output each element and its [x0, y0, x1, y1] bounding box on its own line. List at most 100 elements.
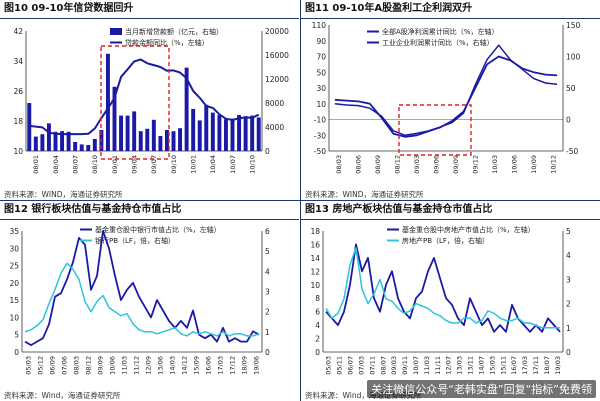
left-tick-label: 70	[316, 53, 326, 62]
x-tick-label: 09/01	[111, 155, 119, 174]
x-tick-label: 08/09	[374, 155, 382, 174]
bar	[158, 136, 163, 151]
bar	[119, 115, 124, 151]
x-tick-label: 08/03	[72, 356, 80, 375]
right-tick-label: 20000	[265, 27, 289, 36]
bar	[178, 128, 183, 151]
x-tick-label: 08/12	[394, 155, 402, 174]
left-tick-label: 10	[310, 281, 320, 290]
x-tick-label: 09/09	[452, 155, 460, 174]
x-tick-label: 15/11	[499, 356, 507, 375]
left-tick-label: 50	[316, 68, 326, 77]
panel-credit: 图10 09-10年信贷数据回升 10 18 26 34 42 0 4000 8000 1200…	[0, 0, 299, 200]
x-tick-label: 06/07	[347, 356, 355, 375]
x-tick-label: 10/09	[530, 155, 538, 174]
panel-profit: 图11 09-10年A股盈利工企利润双升 -50 -30 -10 10 30 50 70 90…	[301, 0, 600, 200]
right-tick-label: 4	[265, 267, 270, 276]
chart-title: 图10 09-10年信贷数据回升	[0, 0, 299, 19]
x-tick-label: 09/10	[170, 155, 178, 174]
x-tick-label: 18/07	[543, 356, 551, 375]
left-tick-label: 12	[310, 267, 320, 276]
x-tick-label: 16/07	[510, 356, 518, 375]
right-tick-label: 5	[265, 247, 270, 256]
bar	[191, 109, 196, 151]
x-tick-label: 08/07	[71, 155, 79, 174]
bar	[112, 86, 117, 151]
left-tick-label: 90	[316, 37, 326, 46]
x-tick-label: 05/03	[325, 356, 333, 375]
left-tick-label: 18	[310, 227, 320, 236]
source-note: 资料来源：WIND，海通证券研究所	[4, 190, 123, 199]
chart-title: 图13 房地产板块估值与基金持仓市值占比	[301, 201, 600, 220]
bar	[86, 145, 91, 151]
source-note: 资料来源：Wind，海通证券研究所	[305, 391, 422, 400]
bar	[132, 111, 137, 151]
left-tick-label: 2	[315, 335, 320, 344]
right-tick-label: 50	[566, 84, 576, 93]
source-note: 资料来源：Wind，海通证券研究所	[4, 391, 121, 400]
left-tick-label: 10	[13, 147, 23, 156]
legend-swatch	[110, 28, 122, 35]
source-note: 资料来源：WIND，海通证券研究所	[305, 190, 424, 199]
panel-bank: 图12 银行板块估值与基金持仓市值占比 0 5 10 15 20 25 30 35 0 1 2 3 4 5…	[0, 201, 299, 401]
right-tick-label: 0	[265, 147, 270, 156]
left-tick-label: 14	[310, 254, 320, 263]
x-tick-label: 09/09	[96, 356, 104, 375]
x-tick-label: 11/03	[423, 356, 431, 375]
x-tick-label: 05/12	[36, 356, 44, 375]
x-tick-label: 05/03	[24, 356, 32, 375]
x-tick-label: 10/01	[189, 155, 197, 174]
bar	[256, 117, 261, 151]
legend-label: 全部A股净利润累计同比（%，左轴）	[382, 27, 498, 36]
left-tick-label: 0	[315, 348, 320, 357]
bar	[204, 104, 209, 151]
left-tick-label: 42	[13, 27, 23, 36]
x-tick-label: 07/06	[60, 356, 68, 375]
x-tick-label: 09/04	[130, 155, 138, 174]
left-tick-label: 16	[310, 240, 320, 249]
bar	[223, 119, 228, 151]
right-tick-label: 100	[566, 53, 581, 62]
x-tick-label: 12/07	[445, 356, 453, 375]
series-line	[29, 58, 260, 136]
bar	[33, 136, 38, 151]
bar	[237, 115, 242, 151]
right-tick-label: -50	[566, 147, 578, 156]
series-line	[334, 44, 558, 137]
left-tick-label: -50	[314, 147, 326, 156]
x-tick-label: 13/06	[156, 356, 164, 375]
x-tick-label: 08/04	[52, 155, 60, 174]
left-tick-label: 110	[312, 21, 327, 30]
bar	[171, 131, 176, 151]
x-tick-label: 06/09	[48, 356, 56, 375]
x-tick-label: 14/07	[477, 356, 485, 375]
bar	[230, 118, 235, 151]
bar	[138, 131, 143, 151]
right-tick-label: 12000	[265, 75, 289, 84]
x-tick-label: 15/09	[192, 356, 200, 375]
x-tick-label: 09/12	[472, 155, 480, 174]
chart-title: 图12 银行板块估值与基金持仓市值占比	[0, 201, 299, 220]
left-tick-label: 35	[9, 227, 19, 236]
x-tick-label: 09/11	[401, 356, 409, 375]
left-tick-label: 34	[13, 57, 23, 66]
x-tick-label: 07/03	[357, 356, 365, 375]
right-tick-label: 3	[566, 275, 571, 284]
x-tick-label: 14/03	[168, 356, 176, 375]
x-tick-label: 08/12	[84, 356, 92, 375]
left-tick-label: 30	[9, 244, 19, 253]
x-tick-label: 19/06	[252, 356, 260, 375]
x-tick-label: 10/03	[491, 155, 499, 174]
x-tick-label: 16/06	[204, 356, 212, 375]
bar	[40, 134, 45, 151]
right-tick-label: 16000	[265, 51, 289, 60]
bar	[250, 115, 255, 151]
x-tick-label: 08/07	[379, 356, 387, 375]
bar	[105, 53, 110, 151]
bar	[79, 144, 84, 151]
profit-chart: -50 -30 -10 10 30 50 70 90 110 -50 0 50 100 150 08/03 0…	[312, 21, 581, 174]
x-tick-label: 17/03	[216, 356, 224, 375]
right-tick-label: 6	[265, 227, 270, 236]
left-tick-label: 8	[315, 294, 320, 303]
